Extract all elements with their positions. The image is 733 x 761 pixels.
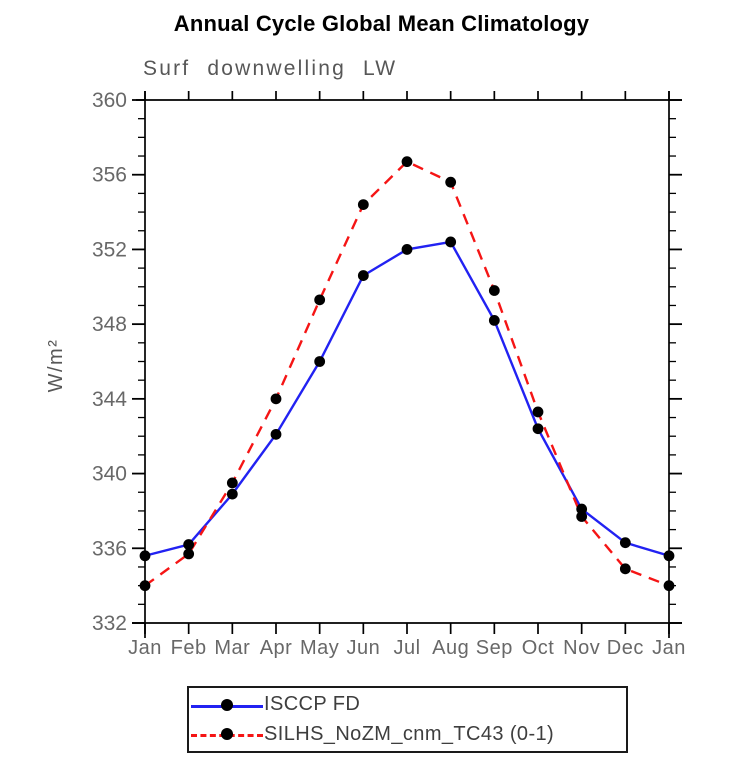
legend-sample-solid [191,698,263,711]
svg-text:Apr: Apr [260,637,293,659]
svg-text:Jul: Jul [393,637,420,659]
svg-text:Jun: Jun [346,637,380,659]
svg-text:336: 336 [92,537,127,560]
svg-text:348: 348 [92,313,127,336]
legend-label: ISCCP FD [264,693,361,716]
svg-text:332: 332 [92,612,127,635]
svg-text:Aug: Aug [432,637,469,659]
legend-item-silhs: SILHS_NoZM_cnm_TC43 (0-1) [191,720,626,750]
legend-marker-dot [221,728,233,741]
svg-text:Mar: Mar [214,637,250,659]
svg-text:Nov: Nov [563,637,600,659]
chart-title: Annual Cycle Global Mean Climatology [173,11,590,36]
svg-text:360: 360 [92,89,127,112]
svg-text:Sep: Sep [476,637,513,659]
svg-text:May: May [300,637,339,659]
svg-text:356: 356 [92,164,127,187]
legend-label: SILHS_NoZM_cnm_TC43 (0-1) [264,722,555,745]
svg-text:W/m²: W/m² [45,339,67,393]
svg-text:340: 340 [92,463,127,486]
svg-text:Jan: Jan [128,637,162,659]
svg-text:Jan: Jan [652,637,686,659]
legend-item-isccp-fd: ISCCP FD [191,690,626,720]
legend: ISCCP FD SILHS_NoZM_cnm_TC43 (0-1) [187,686,628,753]
svg-text:352: 352 [92,238,127,261]
svg-text:Feb: Feb [171,637,207,659]
legend-marker-dot [221,698,233,711]
svg-text:Oct: Oct [522,637,555,659]
legend-sample-dashed [191,728,263,741]
chart-subtitle: Surf downwelling LW [143,57,398,80]
svg-text:Dec: Dec [607,637,644,659]
svg-text:344: 344 [92,388,127,411]
